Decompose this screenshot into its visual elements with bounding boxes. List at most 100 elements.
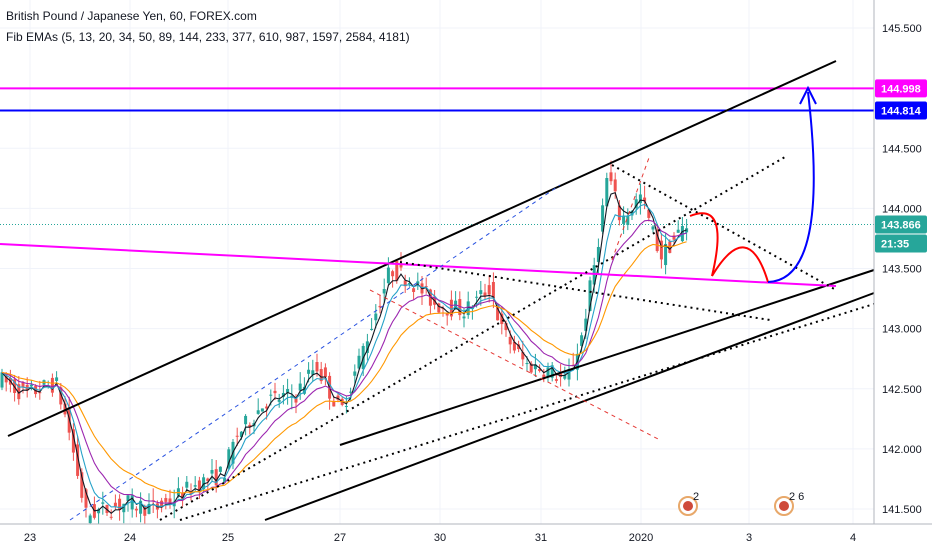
candle-body: [273, 390, 277, 394]
price-label-box: [875, 79, 927, 98]
candle-body: [428, 289, 432, 306]
candle-body: [550, 365, 554, 378]
channel-lower-line: [339, 269, 875, 446]
candle-body: [622, 215, 626, 224]
candle-body: [596, 246, 600, 262]
candle-body: [601, 205, 605, 232]
candle-body: [265, 406, 269, 409]
candle-body: [168, 498, 172, 504]
candle-body: [76, 444, 80, 476]
dotted-parallel-2: [159, 156, 786, 521]
candle-body: [391, 271, 395, 277]
candle-body: [298, 383, 302, 391]
candle-body: [101, 502, 105, 504]
candle-body: [239, 431, 243, 438]
candle-body: [647, 209, 651, 218]
candle-body: [0, 372, 4, 388]
candle-body: [378, 305, 382, 308]
time-tick-label: 3: [746, 532, 752, 544]
candle-body: [277, 399, 281, 402]
price-tick-label: 143.000: [882, 324, 922, 336]
candle-body: [395, 260, 399, 281]
time-axis-bg: [0, 524, 932, 550]
candle-body: [609, 172, 613, 182]
price-tick-label: 145.500: [882, 23, 922, 35]
price-label-box: [875, 215, 927, 234]
candle-body: [244, 415, 248, 425]
candle-body: [676, 229, 680, 233]
candle-body: [542, 374, 546, 378]
ema-line-2: [1, 203, 687, 509]
candle-body: [50, 377, 54, 393]
candle-body: [424, 286, 428, 288]
channel-upper-line: [7, 60, 837, 437]
candle-body: [294, 398, 298, 403]
candle-body: [382, 288, 386, 294]
candle-body: [458, 299, 462, 316]
candle-body: [554, 379, 558, 381]
candle-body: [88, 515, 92, 524]
price-label-text: 144.998: [881, 83, 921, 95]
candle-body: [113, 502, 117, 507]
candle-body: [659, 240, 663, 260]
candle-body: [197, 480, 201, 493]
candle-body: [483, 292, 487, 297]
price-label-text: 21:35: [881, 238, 909, 250]
projection-arc-2: [711, 246, 769, 283]
price-label-text: 143.866: [881, 219, 921, 231]
candle-body: [235, 435, 239, 437]
candle-body: [97, 509, 101, 514]
candle-body: [319, 369, 323, 382]
candle-body: [139, 500, 143, 514]
candle-body: [449, 299, 453, 317]
dotted-parallel-1: [179, 303, 875, 521]
candle-body: [479, 290, 483, 295]
candle-body: [651, 226, 655, 230]
ema-line-3: [1, 219, 687, 504]
candle-body: [517, 344, 521, 350]
candle-body: [655, 229, 659, 252]
candle-body: [80, 472, 84, 498]
candle-body: [508, 336, 512, 345]
candle-body: [538, 369, 542, 371]
candle-body: [130, 495, 134, 510]
candle-body: [344, 405, 348, 407]
candle-body: [248, 424, 252, 428]
indicator-legend[interactable]: Fib EMAs (5, 13, 20, 34, 50, 89, 144, 23…: [6, 30, 410, 44]
candle-body: [176, 488, 180, 496]
candle-body: [118, 498, 122, 510]
price-label-box: [875, 234, 927, 253]
candle-body: [189, 491, 193, 495]
candle-body: [475, 296, 479, 298]
time-tick-label: 24: [124, 532, 136, 544]
candle-body: [332, 400, 336, 407]
candle-body: [315, 362, 319, 372]
candle-body: [462, 316, 466, 319]
candle-body: [533, 364, 537, 370]
event-badge-flag: [779, 501, 789, 511]
candle-body: [407, 283, 411, 285]
candle-body: [307, 369, 311, 374]
candle-body: [134, 508, 138, 511]
candle-body: [521, 352, 525, 360]
time-tick-label: 23: [24, 532, 36, 544]
candle-body: [370, 328, 374, 331]
candle-body: [567, 369, 571, 380]
blue-dashed-line: [69, 184, 561, 521]
candle-body: [302, 386, 306, 394]
price-label-text: 144.814: [881, 105, 922, 117]
candle-body: [210, 469, 214, 474]
price-tick-label: 141.500: [882, 504, 922, 516]
candle-body: [643, 197, 647, 202]
projection-arrow-head: [799, 85, 817, 105]
candle-body: [605, 178, 609, 207]
projection-arc-1: [689, 212, 719, 277]
candle-body: [386, 267, 390, 284]
candle-body: [323, 367, 327, 377]
time-tick-label: 4: [850, 532, 856, 544]
candle-body: [349, 391, 353, 393]
candle-body: [416, 281, 420, 284]
candle-body: [17, 384, 21, 400]
